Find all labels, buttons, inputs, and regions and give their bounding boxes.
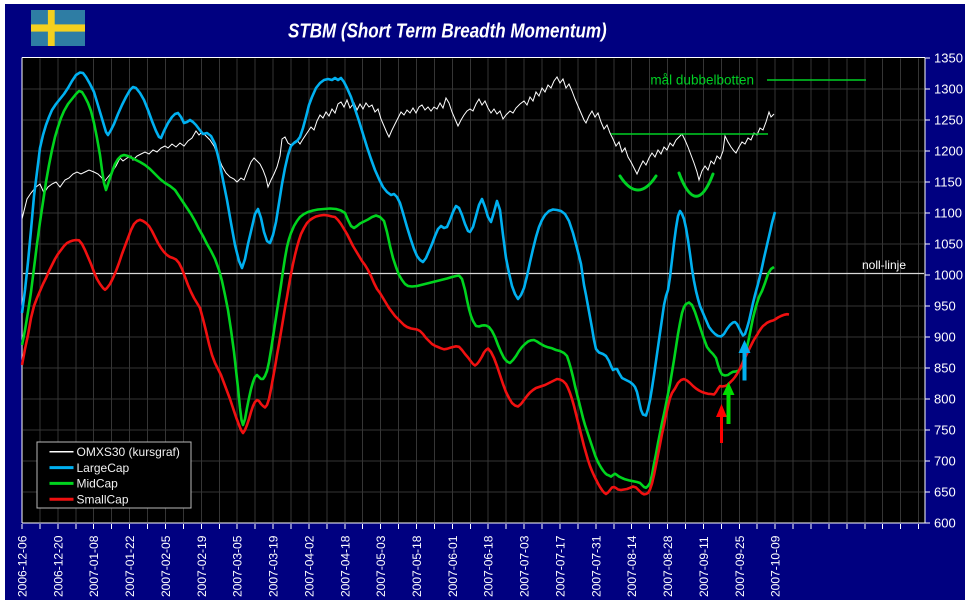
svg-text:2007-02-05: 2007-02-05	[159, 535, 173, 597]
svg-text:2007-04-18: 2007-04-18	[338, 535, 352, 597]
svg-text:900: 900	[934, 330, 956, 345]
svg-text:1000: 1000	[934, 268, 963, 283]
svg-text:2007-07-03: 2007-07-03	[518, 535, 532, 597]
svg-text:2007-04-02: 2007-04-02	[302, 535, 316, 597]
svg-text:1200: 1200	[934, 144, 963, 159]
svg-text:STBM (Short Term Breadth Momen: STBM (Short Term Breadth Momentum)	[288, 19, 607, 42]
svg-text:2007-07-17: 2007-07-17	[554, 535, 568, 597]
svg-text:noll-linje: noll-linje	[862, 258, 906, 272]
svg-text:2006-12-20: 2006-12-20	[51, 535, 65, 597]
svg-text:SmallCap: SmallCap	[77, 493, 129, 507]
svg-text:950: 950	[934, 299, 956, 314]
svg-text:mål dubbelbotten: mål dubbelbotten	[650, 73, 754, 88]
svg-text:700: 700	[934, 454, 956, 469]
svg-text:1300: 1300	[934, 82, 963, 97]
svg-text:OMXS30 (kursgraf): OMXS30 (kursgraf)	[77, 445, 180, 459]
svg-text:2007-01-22: 2007-01-22	[123, 535, 137, 597]
svg-text:2007-08-28: 2007-08-28	[661, 535, 675, 597]
svg-text:1100: 1100	[934, 206, 962, 221]
svg-text:2007-07-31: 2007-07-31	[589, 535, 603, 597]
svg-text:2007-08-14: 2007-08-14	[625, 535, 639, 597]
svg-text:1050: 1050	[934, 237, 963, 252]
svg-text:2007-02-19: 2007-02-19	[195, 535, 209, 597]
svg-text:2007-03-19: 2007-03-19	[267, 535, 281, 597]
svg-text:850: 850	[934, 361, 956, 376]
svg-text:2006-12-06: 2006-12-06	[16, 535, 30, 597]
svg-text:2007-06-01: 2007-06-01	[446, 535, 460, 597]
svg-text:2007-06-18: 2007-06-18	[482, 535, 496, 597]
svg-text:2007-03-05: 2007-03-05	[231, 535, 245, 597]
svg-text:2007-09-11: 2007-09-11	[697, 536, 711, 597]
svg-text:2007-10-09: 2007-10-09	[769, 535, 783, 597]
svg-text:2007-01-08: 2007-01-08	[87, 535, 101, 597]
svg-text:800: 800	[934, 392, 956, 407]
svg-text:1250: 1250	[934, 113, 963, 128]
svg-text:750: 750	[934, 423, 956, 438]
svg-text:650: 650	[934, 485, 956, 500]
svg-text:1150: 1150	[934, 175, 962, 190]
svg-text:LargeCap: LargeCap	[77, 461, 130, 475]
svg-text:600: 600	[934, 516, 956, 531]
svg-text:2007-05-18: 2007-05-18	[410, 535, 424, 597]
svg-text:2007-05-03: 2007-05-03	[374, 535, 388, 597]
svg-text:2007-09-25: 2007-09-25	[733, 535, 747, 597]
svg-text:MidCap: MidCap	[77, 477, 119, 491]
svg-text:1350: 1350	[934, 51, 963, 66]
